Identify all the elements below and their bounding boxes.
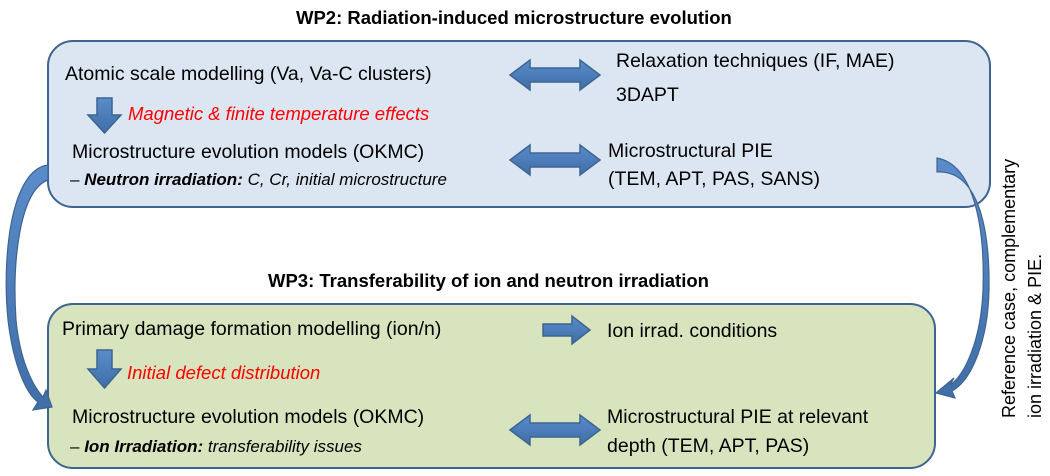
pie-depth-techniques: depth (TEM, APT, PAS) [607, 435, 810, 457]
wp2-title: WP2: Radiation-induced microstructure ev… [296, 7, 732, 28]
down-arrow-icon [86, 97, 123, 135]
neutron-irradiation-detail: C, Cr, initial microstructure [242, 170, 447, 189]
ion-irrad-conditions: Ion irrad. conditions [607, 320, 778, 342]
ion-irradiation-bold: Ion Irradiation: [84, 437, 204, 456]
side-note-line2: ion irradiation & PIE. [1025, 253, 1045, 418]
magnetic-effects-label: Magnetic & finite temperature effects [128, 103, 430, 124]
dash: – [70, 437, 85, 456]
side-note-line1: Reference case, complementary [999, 158, 1019, 418]
microstructural-pie: Microstructural PIE [608, 140, 773, 162]
pie-relevant-depth: Microstructural PIE at relevant [607, 406, 869, 428]
curved-arrow-right-icon [934, 157, 990, 399]
wp3-okmc-models: Microstructure evolution models (OKMC) [72, 406, 425, 428]
down-arrow-icon [86, 349, 123, 390]
atomic-scale-modelling: Atomic scale modelling (Va, Va-C cluster… [65, 63, 432, 85]
wp3-title: WP3: Transferability of ion and neutron … [268, 270, 709, 291]
neutron-irradiation-bold: Neutron irradiation: [84, 170, 243, 189]
curved-arrow-left-icon [5, 164, 53, 411]
double-arrow-icon [508, 413, 602, 447]
wp2-okmc-models: Microstructure evolution models (OKMC) [72, 141, 425, 163]
dash: – [70, 170, 85, 189]
pie-techniques: (TEM, APT, PAS, SANS) [608, 168, 821, 190]
relaxation-techniques: Relaxation techniques (IF, MAE) [616, 50, 895, 72]
double-arrow-icon [508, 143, 602, 177]
wp3-box [47, 303, 936, 469]
initial-defect-label: Initial defect distribution [127, 362, 321, 383]
primary-damage-modelling: Primary damage formation modelling (ion/… [62, 318, 442, 340]
neutron-irradiation-note: – Neutron irradiation: C, Cr, initial mi… [70, 171, 447, 188]
ion-irradiation-detail: transferability issues [203, 437, 362, 456]
3dapt: 3DAPT [616, 84, 679, 106]
double-arrow-icon [508, 58, 602, 92]
ion-irradiation-note: – Ion Irradiation: transferability issue… [70, 438, 362, 455]
right-arrow-icon [542, 314, 592, 346]
